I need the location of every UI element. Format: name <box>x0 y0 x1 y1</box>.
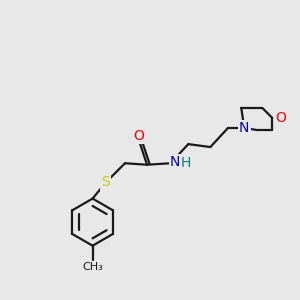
Text: CH₃: CH₃ <box>82 262 103 272</box>
Text: O: O <box>275 111 286 125</box>
Text: N: N <box>170 155 180 169</box>
Text: O: O <box>133 129 144 143</box>
Text: N: N <box>239 121 249 135</box>
Text: H: H <box>181 156 191 170</box>
Text: S: S <box>101 176 110 189</box>
